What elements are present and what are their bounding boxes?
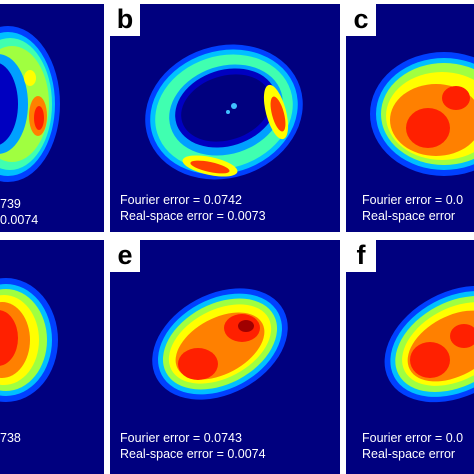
error-readout-f: Fourier error = 0.0 Real-space error [362,430,463,462]
real-space-error-c: Real-space error [362,209,456,223]
panel-d: 738 [0,240,104,474]
panel-b: b Fourier error = 0.0742 Real-space erro… [110,4,340,232]
fourier-error-f: Fourier error = 0.0 [362,431,464,445]
panel-label-c: c [346,4,376,36]
panel-label-f: f [346,240,376,272]
real-space-error-b: Real-space error = 0.0073 [120,209,266,223]
reconstruction-image-e [152,288,288,400]
error-readout-c: Fourier error = 0.0 Real-space error [362,192,463,224]
panel-e: e Fourier error = 0.0743 Real-space erro… [110,240,340,474]
panel-label-b: b [110,4,140,36]
reconstruction-image-a [0,26,60,182]
real-space-error-f: Real-space error [362,447,456,461]
reconstruction-image-c [370,52,474,176]
reconstruction-image-b [145,44,303,180]
reconstruction-image-d [0,278,58,402]
fourier-error-e: Fourier error = 0.0743 [120,431,242,445]
error-readout-e: Fourier error = 0.0743 Real-space error … [120,430,266,462]
panel-a: 739 0.0074 [0,4,104,232]
panel-c: c Fourier error = 0.0 Real-space error [346,4,474,232]
error-readout-b: Fourier error = 0.0742 Real-space error … [120,192,266,224]
fourier-error-d: 738 [0,431,21,445]
real-space-error-e: Real-space error = 0.0074 [120,447,266,461]
real-space-error-a: 0.0074 [0,213,39,227]
fourier-error-c: Fourier error = 0.0 [362,193,464,207]
error-readout-a: 739 0.0074 [0,196,38,228]
error-readout-d: 738 [0,430,21,446]
panel-f: f Fourier error = 0.0 Real-space error [346,240,474,474]
fourier-error-a: 739 [0,197,21,211]
panel-label-e: e [110,240,140,272]
fourier-error-b: Fourier error = 0.0742 [120,193,242,207]
reconstruction-image-f [384,285,474,403]
